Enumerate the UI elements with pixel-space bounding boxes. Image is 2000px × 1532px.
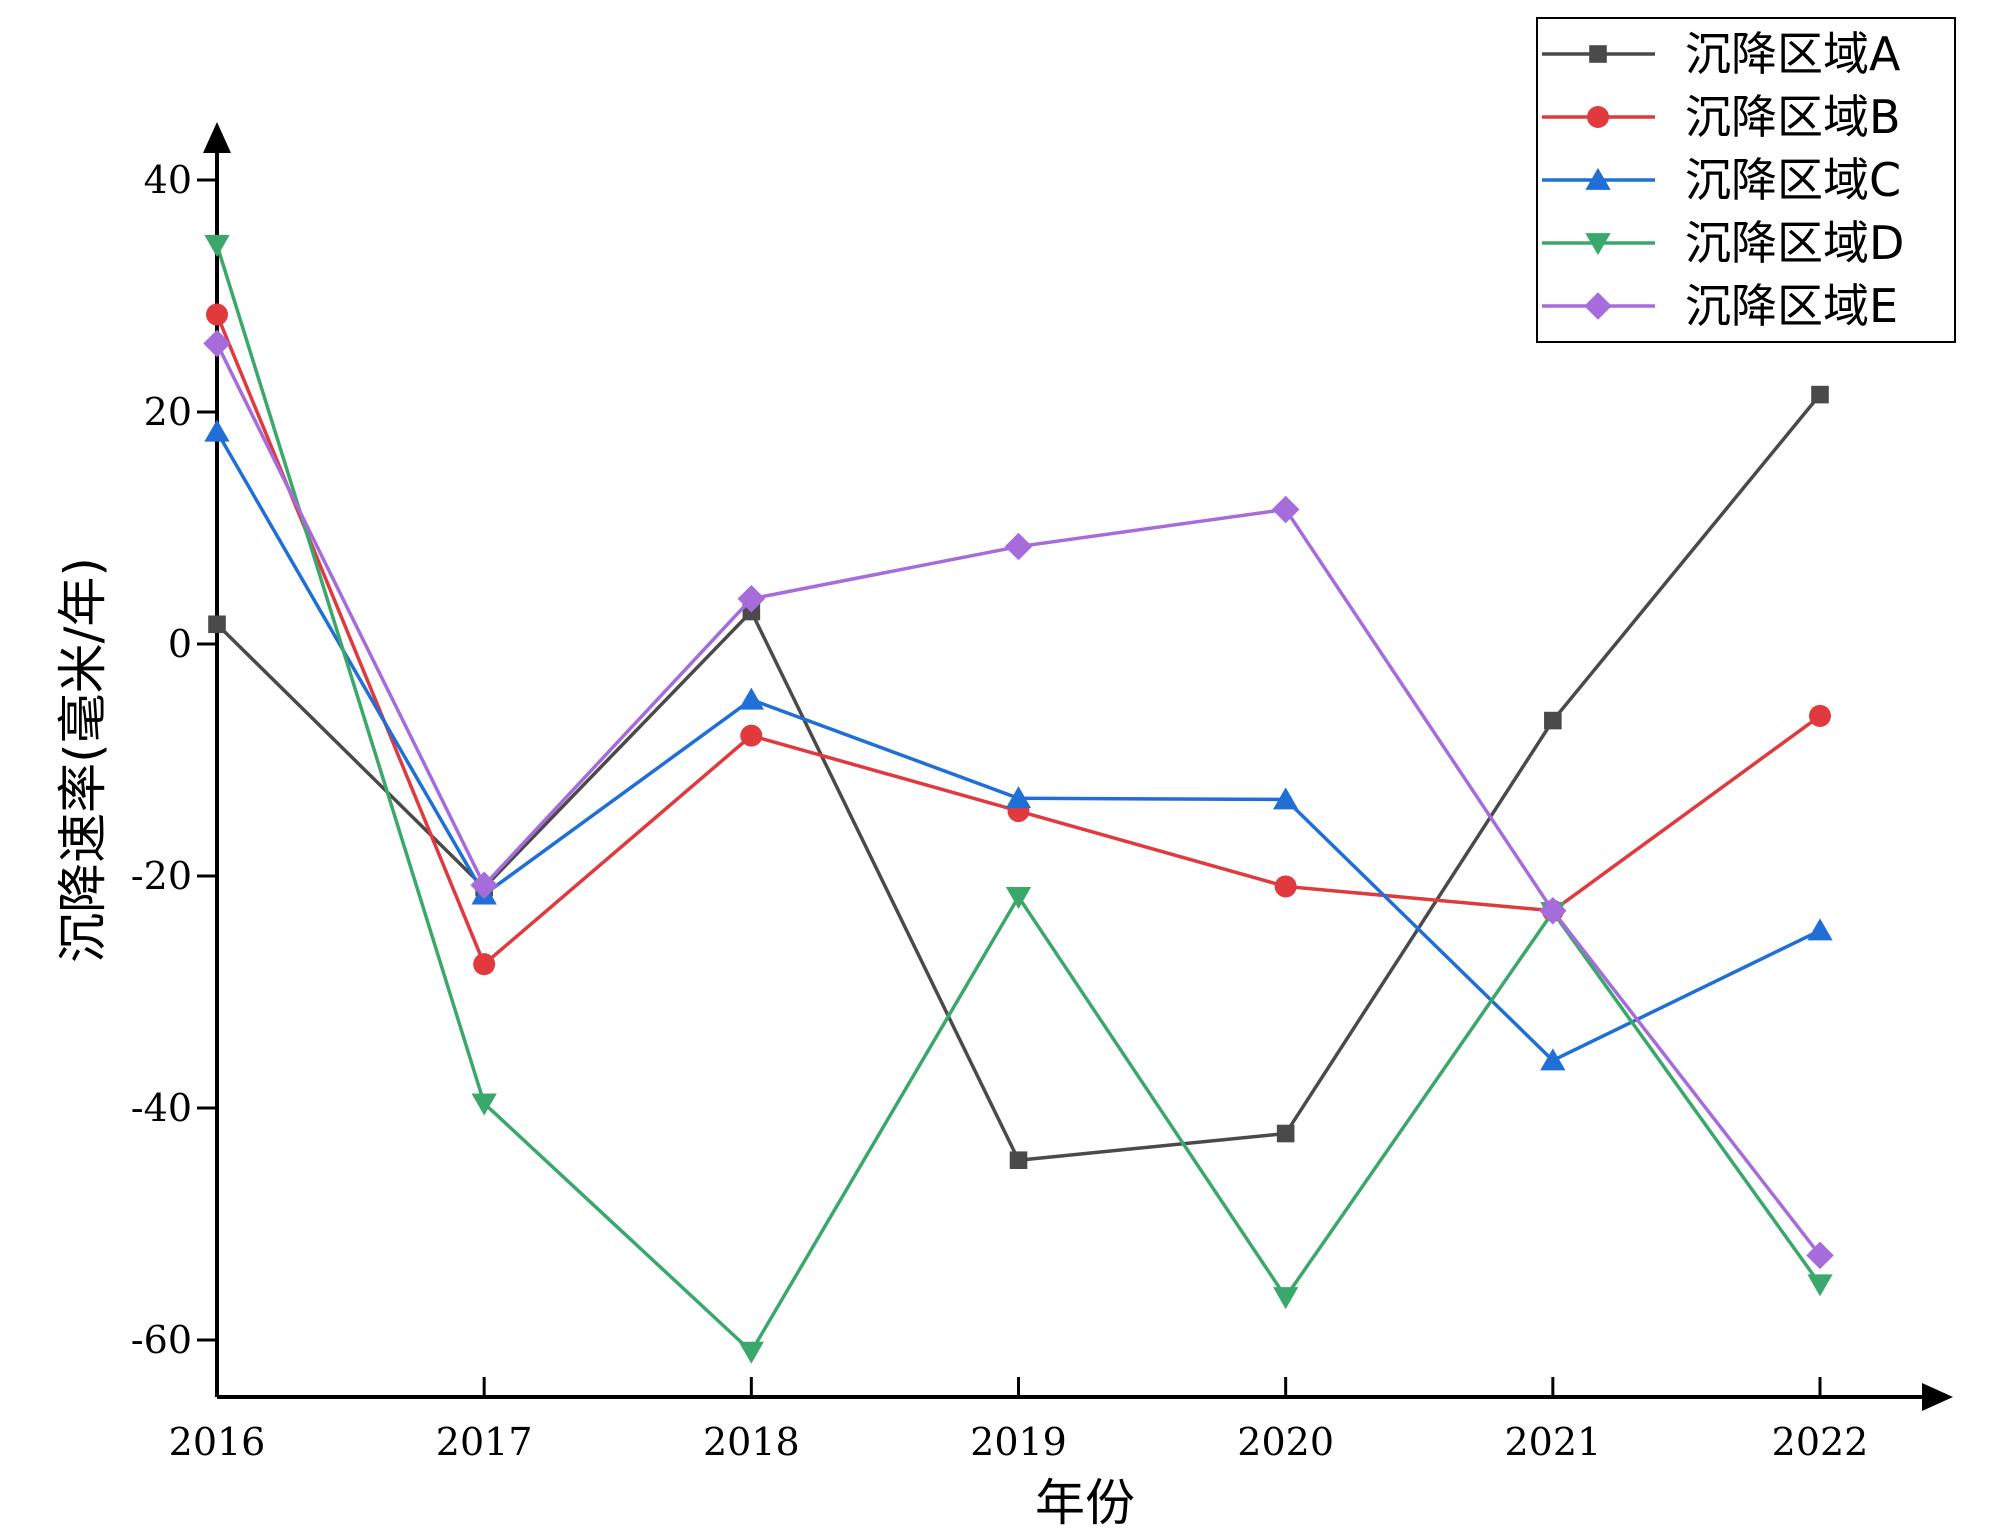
marker-triangle-down (738, 1341, 764, 1364)
legend-item: 沉降区域B (1542, 90, 1901, 144)
marker-triangle-up (1807, 918, 1833, 941)
marker-diamond (1004, 532, 1033, 561)
y-tick-label: -60 (131, 1318, 192, 1362)
x-tick-label: 2021 (1504, 1420, 1601, 1464)
legend-label: 沉降区域C (1685, 153, 1901, 207)
marker-square (1544, 711, 1562, 730)
x-tick-label: 2022 (1772, 1420, 1869, 1464)
marker-circle (473, 953, 496, 976)
y-axis-title: 沉降速率(毫米/年) (54, 557, 112, 963)
marker-triangle-up (738, 687, 764, 710)
x-axis-title: 年份 (1035, 1474, 1135, 1532)
marker-triangle-down (1807, 1274, 1833, 1297)
marker-circle (1587, 106, 1609, 128)
series-line (215, 430, 1821, 1063)
x-tick-label: 2018 (703, 1420, 800, 1464)
marker-diamond (737, 585, 766, 613)
legend-label: 沉降区域B (1685, 90, 1901, 144)
y-tick-label: 0 (168, 622, 192, 666)
marker-triangle-down (1273, 1287, 1299, 1310)
x-axis-arrow (1922, 1383, 1953, 1411)
marker-diamond (1539, 897, 1567, 925)
marker-diamond (203, 329, 231, 358)
marker-diamond (1806, 1241, 1834, 1270)
legend-label: 沉降区域A (1685, 27, 1901, 81)
marker-diamond (470, 871, 498, 900)
legend-item: 沉降区域E (1542, 279, 1898, 333)
legend-label: 沉降区域E (1685, 279, 1898, 333)
x-tick-label: 2019 (970, 1420, 1067, 1464)
marker-square (1009, 1151, 1028, 1169)
series-line (215, 313, 1822, 966)
series-line (215, 393, 1822, 1162)
marker-triangle-down (471, 1093, 497, 1116)
legend-item: 沉降区域D (1542, 216, 1904, 270)
marker-square (208, 615, 226, 634)
marker-circle (1274, 875, 1297, 898)
legend: 沉降区域A 沉降区域B 沉降区域C 沉降区域D 沉降区域E (1536, 17, 1956, 343)
axes (203, 122, 1953, 1411)
marker-triangle-up (1585, 167, 1611, 190)
marker-square (1811, 385, 1829, 404)
marker-diamond (1584, 292, 1612, 320)
marker-triangle-up (1005, 786, 1032, 809)
y-axis-arrow (203, 122, 231, 153)
x-tick-label: 2016 (169, 1420, 266, 1464)
legend-items: 沉降区域A 沉降区域B 沉降区域C 沉降区域D 沉降区域E (1542, 27, 1904, 333)
x-tick-label: 2017 (436, 1420, 533, 1464)
series-group (203, 235, 1834, 1364)
x-tick-label: 2020 (1237, 1420, 1334, 1464)
marker-circle (740, 724, 763, 747)
series-1 (208, 385, 1829, 1169)
marker-diamond (1271, 495, 1300, 524)
series-3 (204, 419, 1833, 1071)
marker-triangle-up (1540, 1048, 1566, 1071)
marker-triangle-down (1585, 233, 1611, 256)
marker-circle (1809, 704, 1831, 727)
marker-circle (206, 303, 228, 326)
marker-triangle-down (204, 235, 230, 258)
y-tick-label: -20 (131, 854, 192, 898)
marker-triangle-down (1005, 886, 1032, 909)
legend-item: 沉降区域A (1542, 27, 1901, 81)
y-tick-label: -40 (131, 1086, 192, 1130)
y-ticks: 40 20 0 -20 -40 -60 (131, 158, 217, 1362)
marker-square (1589, 45, 1607, 63)
y-tick-label: 40 (144, 158, 192, 202)
marker-triangle-up (204, 419, 230, 442)
marker-triangle-up (1273, 787, 1299, 810)
x-ticks: 2016 2017 2018 2019 2020 2021 2022 (169, 1377, 1869, 1464)
legend-label: 沉降区域D (1685, 216, 1904, 270)
marker-square (1276, 1124, 1295, 1143)
y-tick-label: 20 (144, 390, 192, 434)
series-2 (206, 303, 1831, 976)
legend-item: 沉降区域C (1542, 153, 1901, 207)
series-5 (203, 329, 1834, 1270)
